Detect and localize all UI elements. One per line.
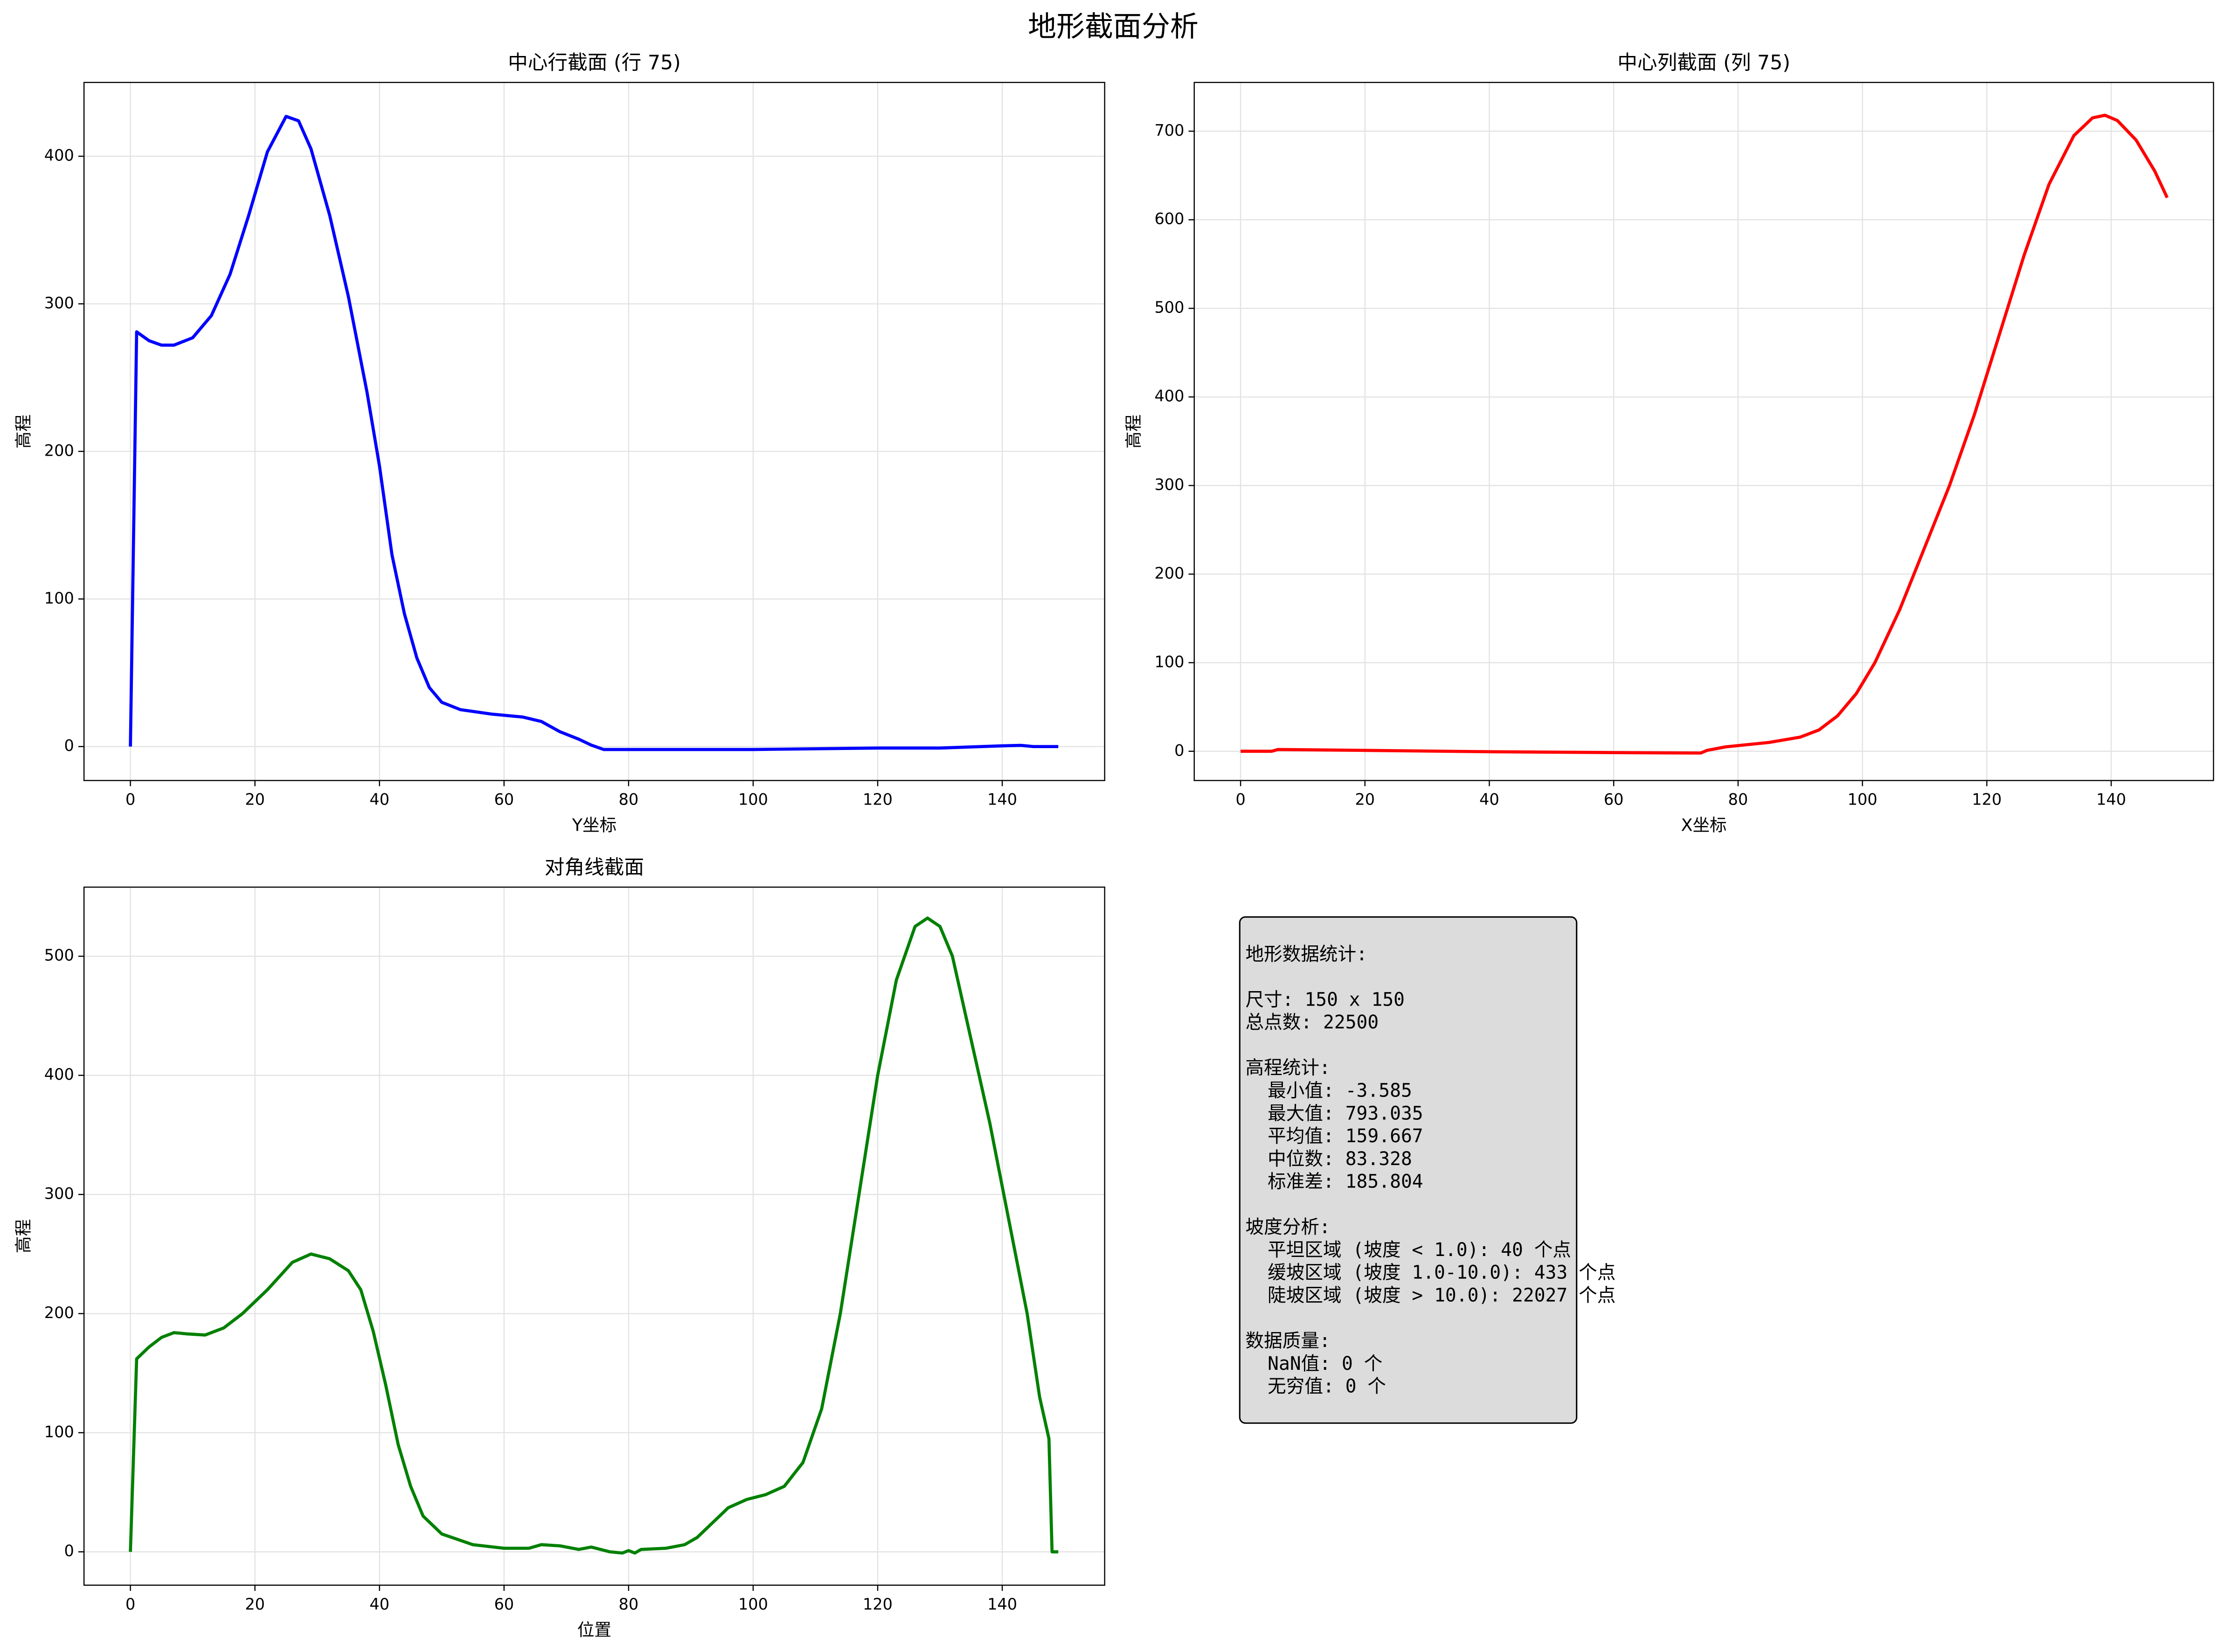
x-tick-label: 0 [125, 1595, 135, 1613]
x-tick-label: 140 [987, 791, 1017, 809]
y-axis-label: 高程 [14, 1219, 34, 1253]
x-tick-label: 20 [245, 1595, 265, 1613]
x-tick-label: 80 [1728, 791, 1748, 809]
y-tick-label: 500 [1154, 298, 1184, 317]
y-tick-label: 300 [44, 294, 74, 312]
stats-line: 最大值: 793.035 [1246, 1103, 1423, 1124]
chart-title: 对角线截面 [545, 856, 644, 879]
stats-box [1239, 916, 1578, 1424]
y-tick-label: 0 [64, 1542, 74, 1560]
y-tick-label: 0 [64, 736, 74, 755]
line-series [1241, 113, 2169, 755]
y-tick-label: 300 [44, 1185, 74, 1203]
x-tick-label: 60 [494, 791, 514, 809]
y-tick-label: 400 [44, 1065, 74, 1083]
y-tick-label: 300 [1154, 475, 1184, 493]
stats-line: 平坦区域 (坡度 < 1.0): 40 个点 [1246, 1239, 1571, 1261]
stats-line: 平均值: 159.667 [1246, 1125, 1423, 1147]
stats-line: 数据质量: [1246, 1330, 1331, 1352]
line-series [129, 115, 1059, 751]
stats-line: 总点数: 22500 [1246, 1012, 1379, 1033]
y-tick-label: 700 [1154, 121, 1184, 139]
plot-frame [83, 886, 1105, 1586]
y-axis-label: 高程 [1123, 415, 1144, 449]
y-tick-label: 100 [1154, 652, 1184, 671]
y-tick-label: 100 [44, 1423, 74, 1441]
x-tick-label: 40 [1479, 791, 1499, 809]
x-tick-label: 120 [863, 1595, 893, 1613]
x-axis-label: Y坐标 [572, 815, 617, 835]
stats-line: 缓坡区域 (坡度 1.0-10.0): 433 个点 [1246, 1262, 1616, 1284]
x-tick-label: 120 [863, 791, 893, 809]
stats-line: 高程统计: [1246, 1057, 1331, 1079]
x-tick-label: 80 [619, 791, 639, 809]
stats-line: 坡度分析: [1246, 1216, 1331, 1238]
y-tick-label: 200 [44, 1304, 74, 1322]
x-tick-label: 40 [369, 1595, 389, 1613]
x-axis-label: 位置 [577, 1620, 611, 1640]
x-tick-label: 120 [1972, 791, 2002, 809]
stats-line: 中位数: 83.328 [1246, 1148, 1412, 1170]
x-tick-label: 60 [1604, 791, 1624, 809]
y-tick-label: 100 [44, 589, 74, 607]
stats-line: 地形数据统计: [1246, 944, 1368, 965]
chart-title: 中心行截面 (行 75) [508, 51, 681, 75]
y-tick-label: 600 [1154, 210, 1184, 228]
stats-line: 尺寸: 150 x 150 [1246, 989, 1405, 1010]
x-tick-label: 100 [738, 1595, 768, 1613]
x-tick-label: 20 [245, 791, 265, 809]
line-series [129, 916, 1059, 1555]
x-tick-label: 40 [369, 791, 389, 809]
x-tick-label: 140 [2096, 791, 2126, 809]
y-tick-label: 400 [44, 146, 74, 165]
figure-title: 地形截面分析 [1028, 10, 1199, 43]
x-tick-label: 0 [1235, 791, 1245, 809]
y-tick-label: 200 [44, 441, 74, 459]
stats-line: 标准差: 185.804 [1246, 1171, 1423, 1193]
x-axis-label: X坐标 [1681, 815, 1726, 835]
x-tick-label: 100 [1848, 791, 1878, 809]
x-tick-label: 60 [494, 1595, 514, 1613]
stats-line: 最小值: -3.585 [1246, 1080, 1412, 1102]
y-tick-label: 0 [1174, 741, 1184, 759]
stats-line: 无穷值: 0 个 [1246, 1376, 1386, 1397]
plot-frame [83, 82, 1105, 781]
stats-line: 陡坡区域 (坡度 > 10.0): 22027 个点 [1246, 1284, 1616, 1306]
chart-title: 中心列截面 (列 75) [1617, 51, 1790, 75]
x-tick-label: 20 [1355, 791, 1375, 809]
y-tick-label: 400 [1154, 387, 1184, 405]
x-tick-label: 80 [619, 1595, 639, 1613]
y-tick-label: 500 [44, 946, 74, 965]
y-axis-label: 高程 [14, 415, 34, 449]
stats-line: NaN值: 0 个 [1246, 1353, 1383, 1374]
y-tick-label: 200 [1154, 564, 1184, 582]
plot-frame [1193, 82, 2214, 781]
x-tick-label: 0 [125, 791, 135, 809]
x-tick-label: 140 [987, 1595, 1017, 1613]
x-tick-label: 100 [738, 791, 768, 809]
